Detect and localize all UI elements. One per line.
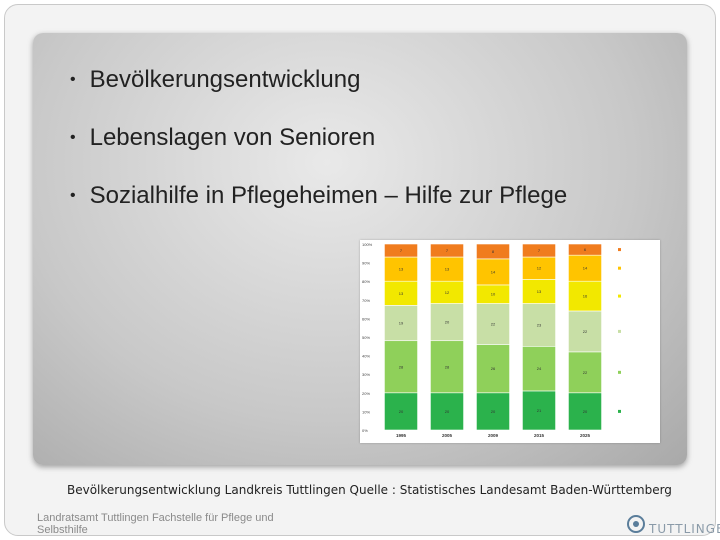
bar-segment [522, 279, 556, 304]
bar-segment [522, 346, 556, 392]
bullet-text: Lebenslagen von Senioren [89, 124, 376, 151]
data-label: 8 [492, 249, 495, 254]
bar-segment [384, 305, 418, 342]
data-label: 28 [445, 364, 450, 369]
bar-segment [568, 351, 602, 394]
bar-segment [430, 243, 464, 258]
bar-segment [384, 340, 418, 394]
bar-segment [476, 303, 510, 345]
bullet-dot-icon: • [70, 187, 76, 204]
y-tick-label: 50% [362, 335, 370, 340]
data-label: 20 [445, 320, 450, 325]
data-label: 7 [446, 248, 449, 253]
bar-segment [430, 392, 464, 431]
bullet-3: • Sozialhilfe in Pflegeheimen – Hilfe zur… [70, 182, 567, 210]
data-label: 20 [491, 409, 496, 414]
y-tick-label: 90% [362, 261, 370, 266]
data-label: 19 [399, 321, 404, 326]
y-tick-label: 10% [362, 409, 370, 414]
y-tick-label: 0% [362, 428, 368, 433]
data-label: 24 [537, 366, 542, 371]
data-label: 7 [400, 248, 403, 253]
data-label: 13 [399, 291, 404, 296]
data-label: 12 [445, 290, 450, 295]
bar-segment [384, 280, 418, 306]
district-logo-icon [627, 515, 645, 533]
y-tick-label: 40% [362, 354, 370, 359]
bar-segment [568, 392, 602, 431]
y-tick-label: 30% [362, 372, 370, 377]
y-tick-label: 70% [362, 298, 370, 303]
bar-segment [568, 310, 602, 353]
x-tick-label: 2015 [534, 433, 545, 438]
legend-marker [618, 409, 621, 413]
bullet-text: Bevölkerungsentwicklung [89, 66, 361, 93]
chart-image: 0% 10% 20% 30% 40% 50% 60% 70% 80% 90% 100% 20 28 19 1… [360, 240, 660, 443]
legend-marker [618, 370, 621, 374]
legend-marker [618, 266, 621, 270]
data-label: 22 [583, 329, 588, 334]
data-label: 28 [399, 364, 404, 369]
y-tick-label: 60% [362, 316, 370, 321]
data-label: 20 [445, 409, 450, 414]
data-label: 13 [399, 267, 404, 272]
legend-marker [618, 294, 621, 298]
bullet-dot-icon: • [70, 71, 76, 88]
logo-word: TUTTLINGEN [649, 522, 720, 536]
bar-segment [476, 392, 510, 431]
bar-segment [384, 256, 418, 282]
data-label: 13 [537, 289, 542, 294]
y-tick-label: 100% [362, 242, 373, 247]
legend-marker [618, 248, 621, 252]
data-label: 13 [445, 267, 450, 272]
data-label: 23 [537, 322, 542, 327]
bullet-2: • Lebenslagen von Senioren [70, 124, 375, 152]
data-label: 12 [537, 266, 542, 271]
data-label: 14 [491, 269, 496, 274]
data-label: 10 [491, 292, 496, 297]
bullet-1: • Bevölkerungsentwicklung [70, 66, 360, 94]
bar-segment [568, 280, 602, 312]
footer-text: Landratsamt Tuttlingen Fachstelle für Pf… [37, 512, 274, 536]
data-label: 22 [583, 370, 588, 375]
bar-segment [568, 243, 602, 256]
y-tick-label: 20% [362, 391, 370, 396]
bar-segment [522, 243, 556, 258]
stacked-bar-chart: 0% 10% 20% 30% 40% 50% 60% 70% 80% 90% 100% 20 28 19 1… [362, 242, 621, 438]
data-label: 7 [538, 248, 541, 253]
data-label: 20 [399, 409, 404, 414]
y-tick-label: 80% [362, 279, 370, 284]
bullet-dot-icon: • [70, 129, 76, 146]
data-label: 20 [583, 409, 588, 414]
data-label: 6 [584, 247, 587, 252]
legend-marker [618, 329, 621, 333]
bar-segment [430, 340, 464, 394]
data-label: 14 [583, 266, 588, 271]
x-tick-label: 2009 [488, 433, 499, 438]
x-tick-label: 1995 [396, 433, 407, 438]
caption: Bevölkerungsentwicklung Landkreis Tuttli… [67, 483, 672, 497]
data-label: 26 [491, 366, 496, 371]
logo: TUTTLINGEN [627, 514, 720, 536]
data-label: 22 [491, 321, 496, 326]
data-label: 16 [583, 294, 588, 299]
bar-segment [522, 303, 556, 347]
x-tick-label: 2005 [442, 433, 453, 438]
bar-segment [568, 254, 602, 282]
bullet-text: Sozialhilfe in Pflegeheimen – Hilfe zur … [89, 182, 568, 209]
data-label: 21 [537, 408, 542, 413]
x-tick-label: 2025 [580, 433, 591, 438]
bar-segment [476, 258, 510, 286]
bar-segment [476, 243, 510, 260]
bar-segment [384, 243, 418, 258]
